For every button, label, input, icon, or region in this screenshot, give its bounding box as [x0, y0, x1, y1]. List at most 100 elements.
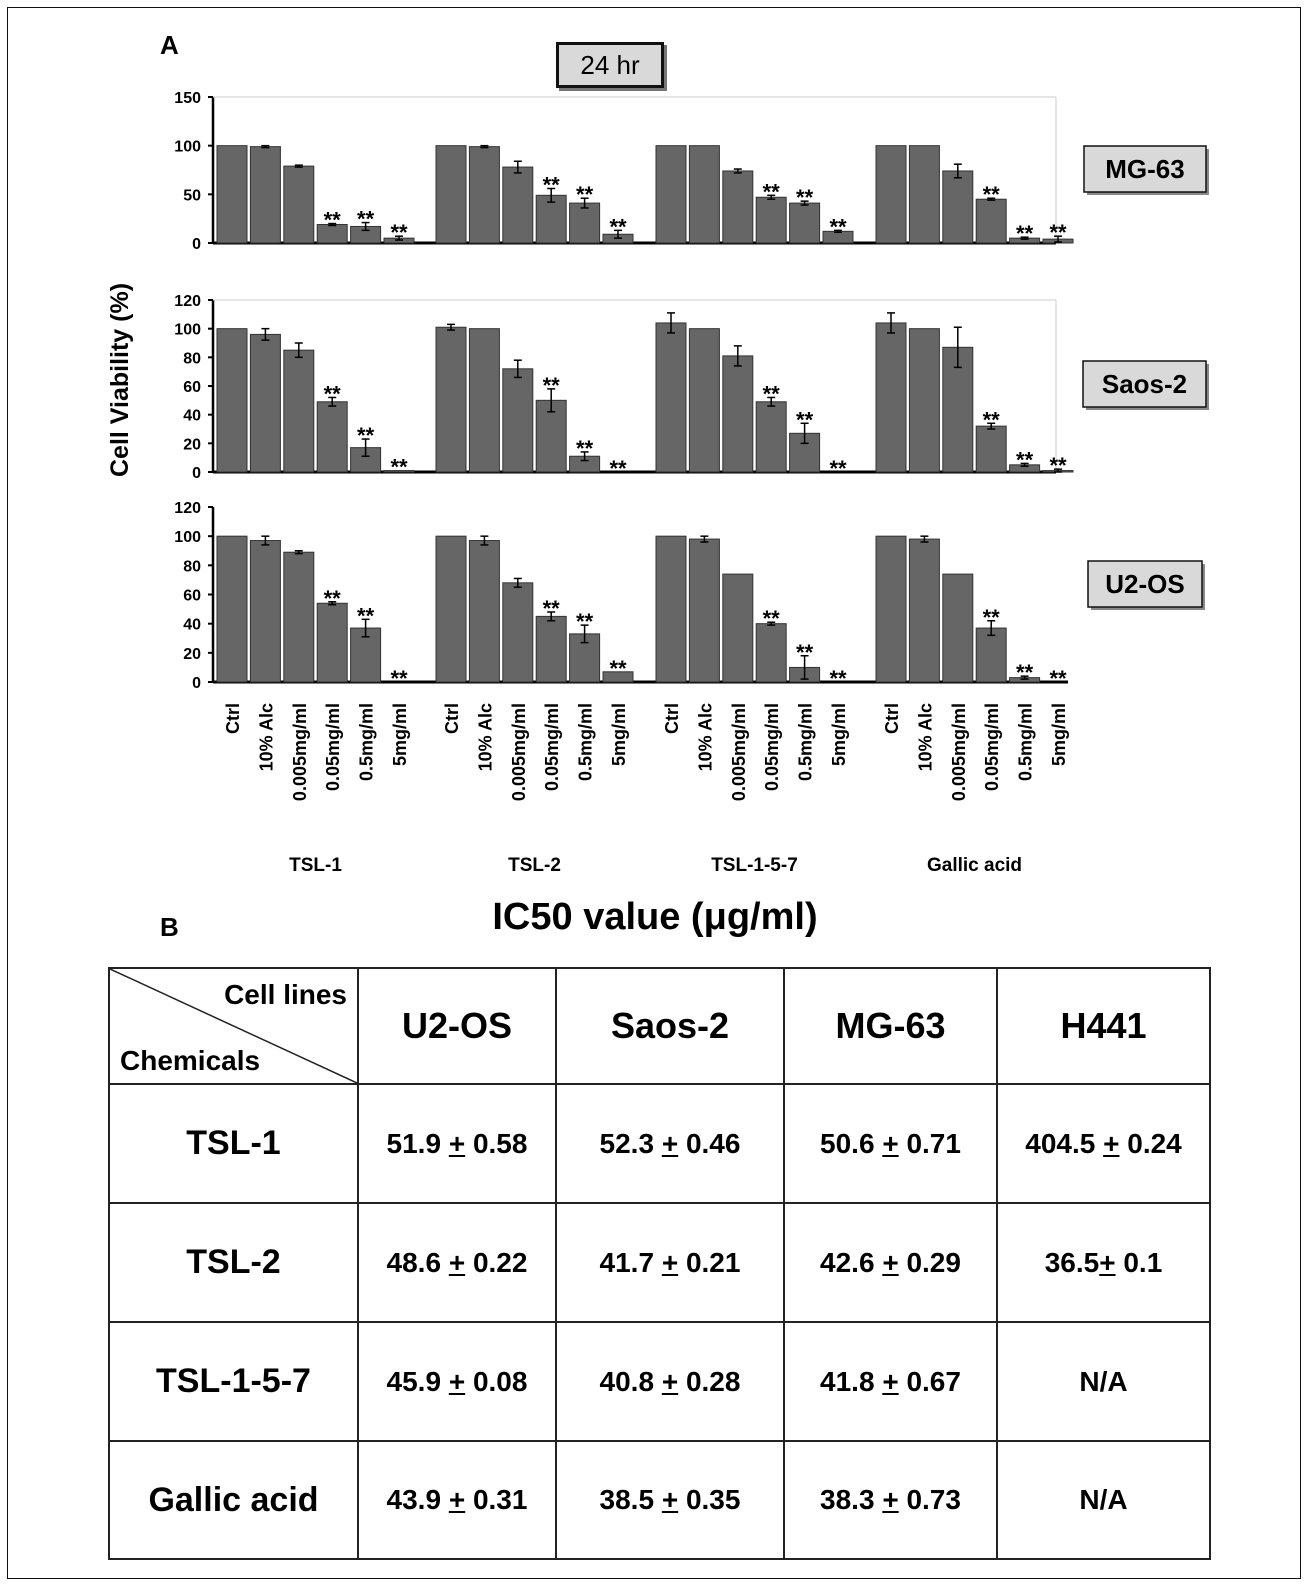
y-tick-label: 120: [174, 500, 201, 517]
y-tick-label: 100: [174, 139, 201, 156]
category-label: 5mg/ml: [390, 703, 410, 766]
cell-error: 0.35: [678, 1484, 741, 1515]
bar: [535, 399, 567, 473]
plus-minus-sign: +: [882, 1484, 899, 1515]
group-label: TSL-2: [508, 855, 561, 876]
row-header: TSL-2: [108, 1202, 359, 1323]
table-cell: 404.5 + 0.24: [996, 1083, 1211, 1204]
bar: [502, 166, 534, 244]
significance-marker: **: [357, 603, 375, 628]
corner-bottom-label: Chemicals: [120, 1045, 261, 1076]
bar: [216, 328, 248, 473]
cell-value: N/A: [1079, 1484, 1128, 1515]
y-tick-label: 60: [183, 379, 201, 396]
bar: [216, 535, 248, 683]
bar: [908, 145, 940, 244]
significance-marker: **: [1016, 660, 1034, 685]
bar: [216, 145, 248, 244]
table-cell: 41.8 + 0.67: [783, 1321, 998, 1442]
table-cell: 45.9 + 0.08: [357, 1321, 557, 1442]
significance-marker: **: [763, 606, 781, 631]
bar: [316, 401, 348, 473]
bar: [875, 322, 907, 473]
column-header: H441: [996, 967, 1211, 1085]
bar: [722, 355, 754, 473]
bar: [688, 328, 720, 473]
significance-marker: **: [357, 423, 375, 448]
bar: [789, 202, 821, 244]
category-label: 0.05mg/ml: [762, 703, 782, 791]
table-cell: N/A: [996, 1440, 1211, 1560]
cell-error: 0.24: [1119, 1127, 1182, 1159]
significance-marker: **: [829, 214, 847, 239]
bar: [435, 326, 467, 473]
significance-marker: **: [609, 656, 627, 681]
category-label: 0.5mg/ml: [576, 703, 596, 781]
cell-value: 51.9: [386, 1127, 449, 1159]
category-label: 10% Alc: [695, 703, 715, 771]
bar: [722, 573, 754, 683]
bar: [975, 627, 1007, 683]
category-label: 5mg/ml: [1049, 703, 1069, 766]
significance-marker: **: [609, 456, 627, 481]
category-label: Ctrl: [662, 703, 682, 734]
cell-value: 45.9: [386, 1365, 449, 1397]
significance-marker: **: [1016, 447, 1034, 472]
cell-line-label-box: [1083, 145, 1207, 193]
bar: [283, 165, 315, 244]
row-header: TSL-1: [108, 1083, 359, 1204]
bar: [316, 602, 348, 683]
bar: [875, 535, 907, 683]
column-header: U2-OS: [357, 967, 557, 1085]
y-tick-label: 80: [183, 350, 201, 367]
significance-marker: **: [1049, 220, 1067, 245]
category-label: 0.005mg/ml: [509, 703, 529, 801]
cell-value: 48.6: [386, 1246, 449, 1278]
table-row: Gallic acid 43.9 + 0.31 38.5 + 0.35 38.3 + …: [108, 1440, 1211, 1560]
plus-minus-sign: +: [448, 1246, 466, 1278]
y-tick-label: 80: [183, 558, 201, 575]
viability-charts: 0 50 100 150 ** ** ** ** ** ** ** ** ** ** ** ** MG-63 0 2…: [106, 90, 1209, 876]
cell-value: 50.6: [820, 1127, 883, 1159]
significance-marker: **: [1016, 221, 1034, 246]
cell-value: 38.5: [599, 1484, 662, 1515]
ic50-table: Cell lines Chemicals U2-OS Saos-2 MG-63 …: [108, 967, 1211, 1560]
table-cell: 50.6 + 0.71: [783, 1083, 998, 1204]
category-label: Ctrl: [223, 703, 243, 734]
panel-a-label: A: [160, 30, 179, 60]
panel-b-label: B: [160, 912, 179, 942]
plus-minus-sign: +: [1103, 1127, 1120, 1159]
row-header: TSL-1-5-7: [108, 1321, 359, 1442]
cell-value: 38.3: [820, 1484, 883, 1515]
significance-marker: **: [983, 407, 1001, 432]
significance-marker: **: [829, 666, 847, 691]
table-cell: 36.5+ 0.1: [996, 1202, 1211, 1323]
significance-marker: **: [543, 596, 561, 621]
group-label: Gallic acid: [927, 855, 1022, 876]
bar: [468, 328, 500, 473]
column-header: Saos-2: [555, 967, 785, 1085]
significance-marker: **: [324, 381, 342, 406]
cell-line-label: U2-OS: [1105, 569, 1184, 599]
category-label: 0.5mg/ml: [796, 703, 816, 781]
category-label: 0.005mg/ml: [949, 703, 969, 801]
cell-value: 43.9: [386, 1484, 449, 1515]
y-tick-label: 50: [183, 187, 201, 204]
significance-marker: **: [357, 207, 375, 232]
cell-value: N/A: [1079, 1365, 1128, 1397]
significance-marker: **: [390, 220, 408, 245]
category-label: 0.05mg/ml: [542, 703, 562, 791]
group-label: TSL-1: [289, 855, 342, 876]
cell-line-label-box: [1082, 360, 1207, 408]
cell-error: 0.73: [898, 1484, 961, 1515]
significance-marker: **: [576, 182, 594, 207]
corner-top-label: Cell lines: [224, 979, 347, 1010]
bar: [435, 535, 467, 683]
bar: [535, 615, 567, 683]
plus-minus-sign: +: [661, 1365, 679, 1397]
category-label: 0.5mg/ml: [1016, 703, 1036, 781]
bar: [283, 349, 315, 473]
cell-line-label: MG-63: [1105, 154, 1184, 184]
significance-marker: **: [829, 456, 847, 481]
significance-marker: **: [324, 208, 342, 233]
